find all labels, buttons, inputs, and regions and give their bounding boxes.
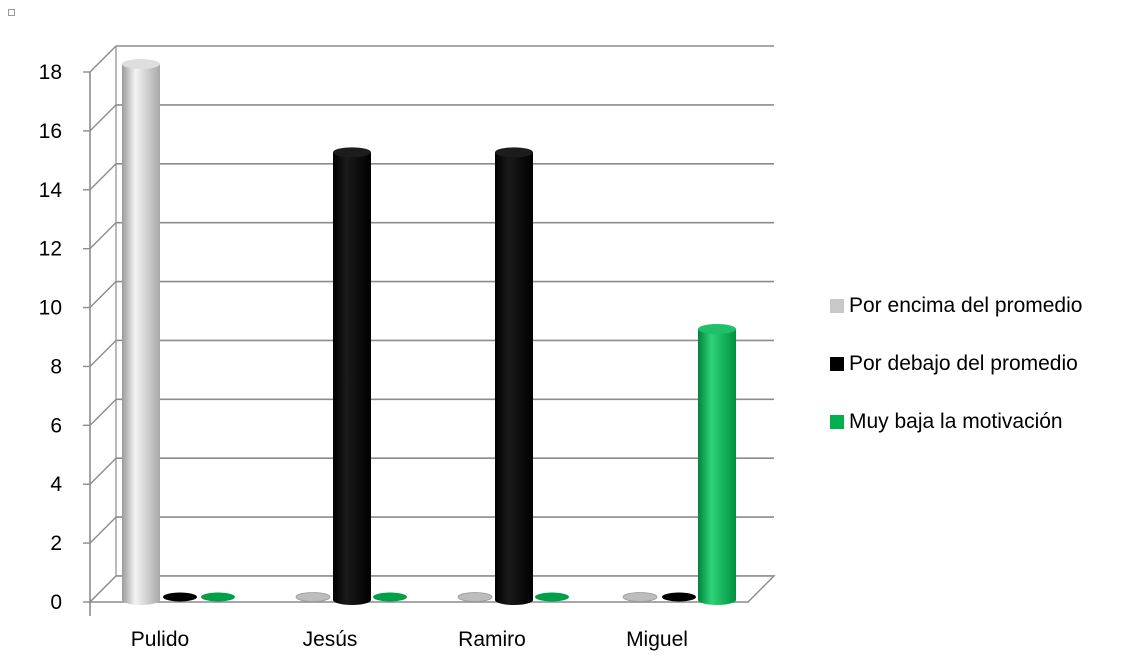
bar-2-3 [698, 324, 736, 605]
legend-label: Muy baja la motivación [849, 410, 1063, 433]
legend-swatch [830, 299, 844, 313]
gridline-depth [89, 398, 117, 426]
y-tick-label: 8 [50, 355, 62, 378]
bar-body [333, 152, 371, 606]
bar-1-2 [495, 147, 533, 606]
bar-zero-disk [662, 592, 696, 602]
bar-2-2 [535, 592, 569, 602]
grid [88, 45, 776, 603]
bar-1-0 [163, 592, 197, 602]
bar-top [495, 147, 533, 158]
bar-body [495, 152, 533, 606]
y-tick-label: 18 [39, 61, 62, 84]
corner-marker [8, 9, 15, 16]
bar-zero-disk [163, 592, 197, 602]
bar-0-3 [622, 592, 658, 602]
y-tick-label: 4 [50, 473, 62, 496]
y-tick-label: 14 [39, 179, 63, 202]
bar-zero-disk [622, 592, 658, 602]
axis-labels: 0 2 4 6 8 10 12 14 16 18 Pulido Jesús Ramiro Miguel [39, 61, 688, 651]
y-tick-label: 0 [50, 591, 62, 614]
bar-1-3 [662, 592, 696, 602]
gridline-depth [89, 457, 117, 485]
bar-zero-disk [535, 592, 569, 602]
legend-item-above-average: Por encima del promedio [830, 277, 1082, 335]
bar-zero-disk [201, 592, 235, 602]
bar-top [698, 324, 736, 334]
gridline-depth [89, 104, 117, 132]
bar-0-0 [122, 59, 160, 605]
y-axis [83, 46, 117, 616]
x-tick-label: Jesús [303, 628, 358, 651]
legend: Por encima del promedio Por debajo del p… [830, 277, 1082, 451]
gridline-depth [89, 163, 117, 191]
gridline-depth [89, 45, 117, 73]
legend-swatch [830, 357, 844, 371]
legend-item-below-average: Por debajo del promedio [830, 335, 1082, 393]
x-tick-label: Pulido [131, 628, 189, 651]
y-tick-label: 12 [39, 238, 62, 261]
gridline-depth [89, 281, 117, 309]
x-tick-label: Ramiro [458, 628, 526, 651]
bars [122, 59, 736, 606]
y-tick-label: 2 [50, 532, 62, 555]
x-tick-label: Miguel [626, 628, 688, 651]
bar-2-1 [373, 592, 407, 602]
bar-2-0 [201, 592, 235, 602]
legend-label: Por debajo del promedio [849, 352, 1078, 375]
bar-zero-disk [373, 592, 407, 602]
gridline-depth [89, 516, 117, 544]
bar-zero-disk [457, 592, 493, 602]
bar-zero-disk [295, 592, 331, 602]
gridline-depth [89, 222, 117, 250]
y-tick-label: 16 [39, 120, 62, 143]
legend-item-very-low-motivation: Muy baja la motivación [830, 393, 1082, 451]
legend-label: Por encima del promedio [849, 294, 1083, 317]
bar-0-1 [295, 592, 331, 602]
bar-body [698, 329, 736, 605]
y-tick-label: 6 [50, 414, 62, 437]
bar-1-1 [333, 147, 371, 606]
bar-body [122, 64, 160, 605]
legend-swatch [830, 415, 844, 429]
bar-0-2 [457, 592, 493, 602]
y-tick-label: 10 [39, 297, 62, 320]
gridline-depth [89, 339, 117, 367]
bar-top [122, 59, 160, 69]
bar-top [333, 147, 371, 158]
